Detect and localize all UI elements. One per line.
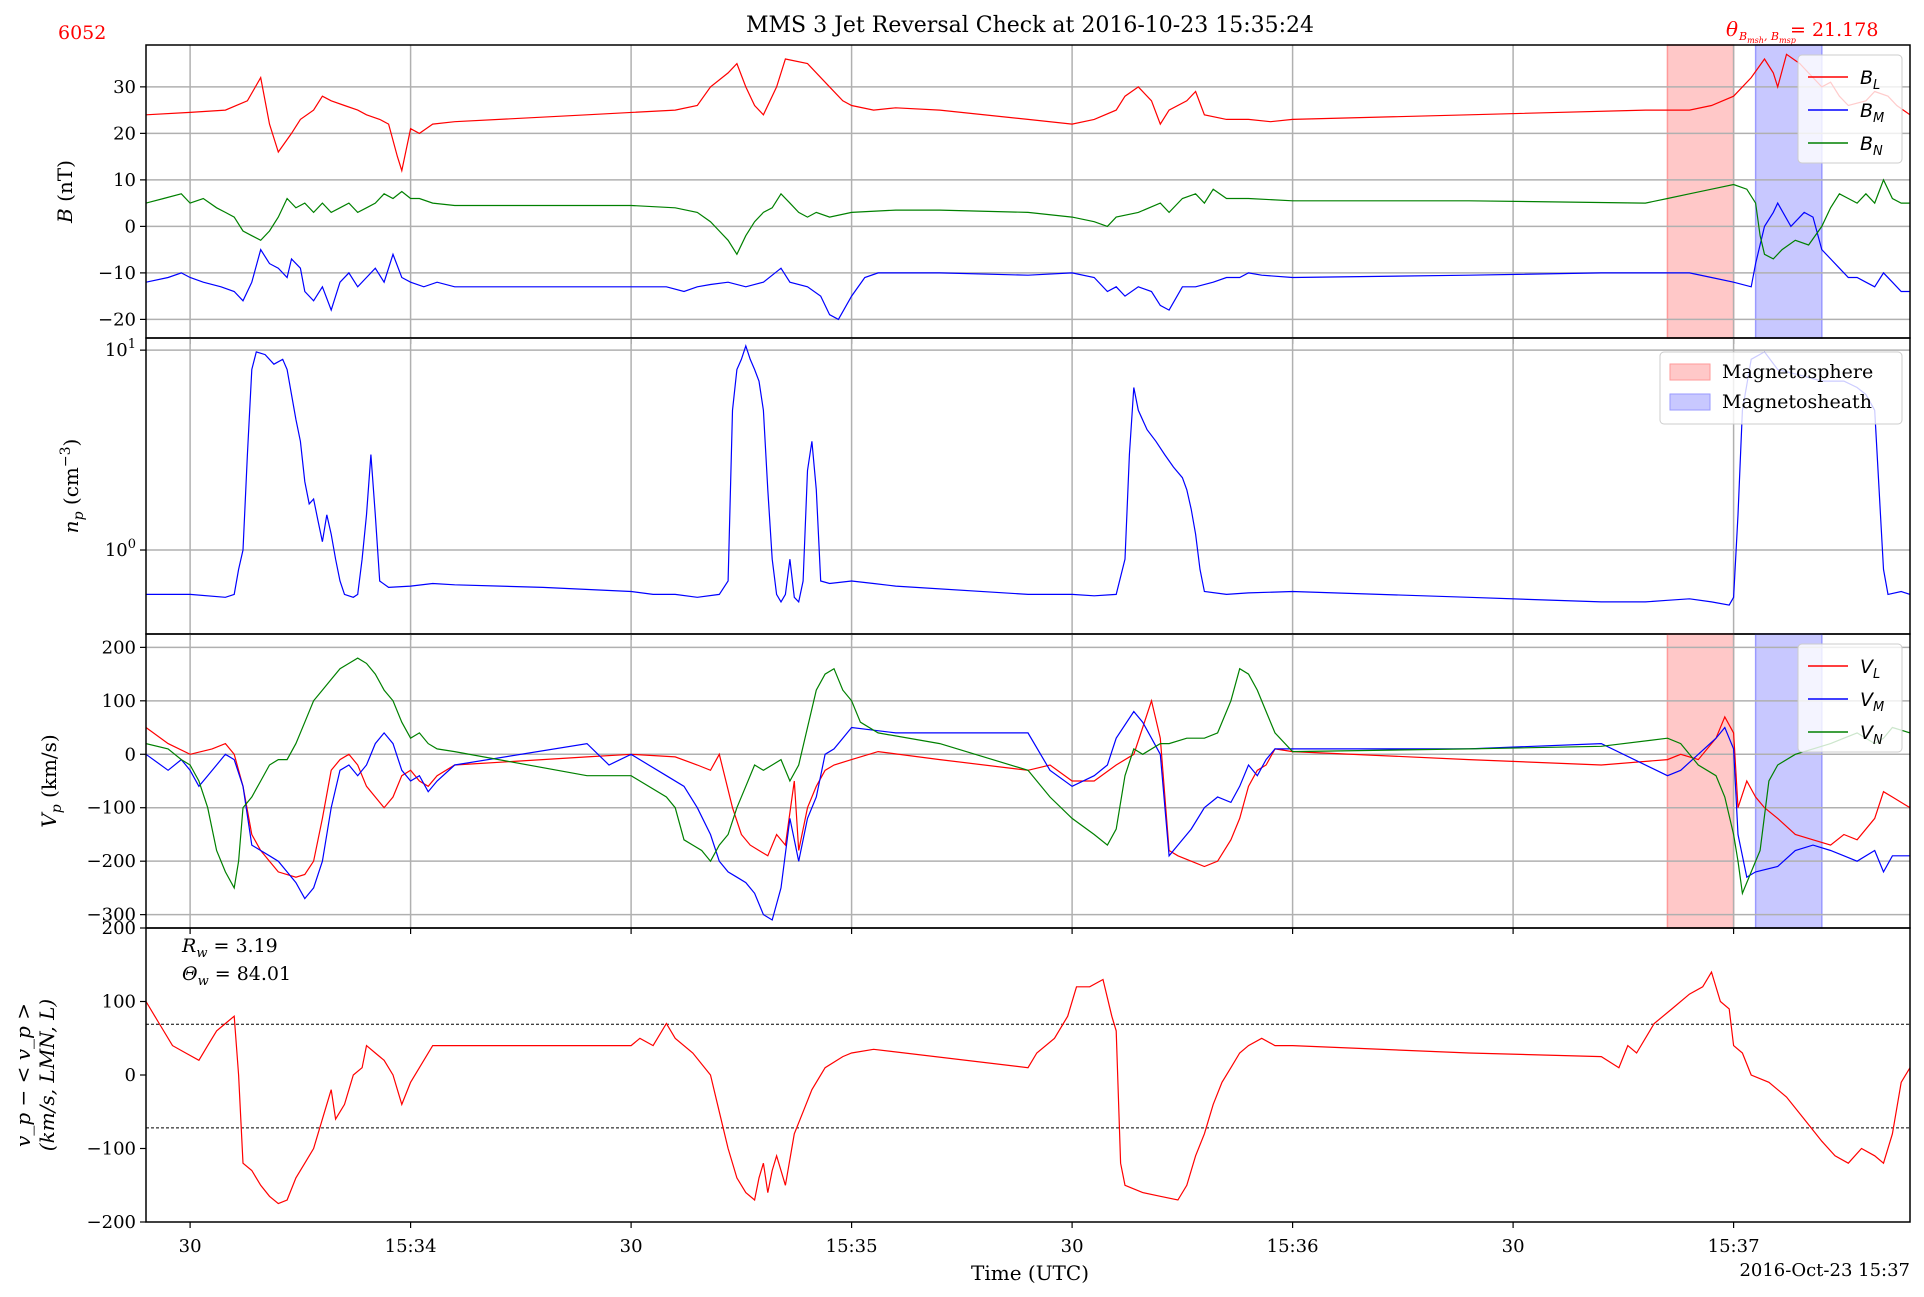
y-tick-label: −300 [87,905,136,926]
y-tick-label: −20 [98,309,136,330]
y-axis-label-line1: v_p − < v_p > [11,1003,35,1147]
theta-symbol: θ [1726,17,1738,41]
y-tick-label: 200 [102,637,136,658]
theta-annotation: θ Bmsh, Bmsp = 21.178 [1726,17,1878,45]
x-tick-label: 30 [1061,1236,1084,1257]
y-axis-label: np (cm−3) [58,439,87,534]
y-axis-label: Vp (km/s) [37,734,65,827]
y-tick-label: −200 [87,1212,136,1233]
y-axis-label-line2: (km/s, LMN, L) [35,999,59,1151]
x-tick-label: 15:35 [826,1236,878,1257]
annotation-rw: Rw = 3.19 [181,935,278,961]
legend-swatch-magnetosheath [1669,393,1711,411]
legend-label-M: BM [1860,100,1884,126]
legend-box [1797,643,1903,753]
y-tick-label: 30 [113,77,136,98]
x-tick-label: 30 [1502,1236,1525,1257]
series-line-M [146,710,1910,921]
x-tick-label: 15:34 [385,1236,437,1257]
series-line-N [146,178,1910,260]
legend-label-magnetosphere: Magnetosphere [1722,361,1873,383]
legend-swatch-magnetosphere [1669,363,1711,381]
y-tick-label: 200 [102,918,136,939]
y-tick-label: −100 [87,798,136,819]
legend-label-magnetosheath: Magnetosheath [1722,391,1872,413]
series-line-n [146,343,1910,606]
panel-dv: −200 −100 0 100 200 v_p − < v_p > (km/s, LMN, … [11,918,1911,1233]
x-tick-label: 15:37 [1708,1236,1760,1257]
series-line-dv [146,970,1910,1205]
magnetosphere-span [1666,633,1735,929]
legend-label-N: VN [1860,722,1883,748]
series-line-L [146,53,1910,173]
y-tick-label: 100 [102,992,136,1013]
annotation-tw: Θw = 84.01 [182,963,291,989]
y-tick-label: 100 [105,537,136,561]
x-axis-label: Time (UTC) [971,1261,1089,1285]
series-line-L [146,698,1910,878]
legend-label-N: BN [1860,133,1883,159]
theta-value: = 21.178 [1790,19,1878,41]
y-tick-label: −100 [87,1139,136,1160]
y-tick-label: 0 [125,744,136,765]
series-line-M [146,201,1910,321]
y-tick-label: 20 [113,123,136,144]
y-tick-label: −10 [98,263,136,284]
y-tick-label: 0 [125,216,136,237]
event-id: 6052 [58,22,106,44]
panel-np: 100 101 np (cm−3) Magnetosphere Magnetosheat… [58,337,1911,640]
x-tick-label: 15:36 [1267,1236,1319,1257]
panel-b: −20 −10 0 10 20 30 B (nT) BL BM BN [53,44,1911,344]
y-tick-label: −200 [87,851,136,872]
series-line-N [146,657,1910,896]
chart-title: MMS 3 Jet Reversal Check at 2016-10-23 1… [746,13,1314,38]
legend-label-L: VL [1860,656,1880,682]
y-tick-label: 0 [125,1065,136,1086]
date-label: 2016-Oct-23 15:37 [1739,1260,1910,1281]
legend-box [1797,54,1903,164]
legend-label-L: BL [1860,67,1880,93]
y-axis-label: B (nT) [53,160,77,224]
y-tick-label: 100 [102,691,136,712]
y-tick-label: 10 [113,170,136,191]
x-tick-label: 30 [620,1236,643,1257]
legend-label-M: VM [1860,689,1884,715]
y-tick-label: 101 [105,337,136,361]
panel-frame [145,927,1911,1223]
x-tick-label: 30 [179,1236,202,1257]
panel-vp: −300 −200 −100 0 100 200 Vp (km/s) VL VM VN [37,633,1911,934]
theta-subscript: Bmsh, Bmsp [1738,30,1796,45]
legend-box [1659,351,1903,425]
